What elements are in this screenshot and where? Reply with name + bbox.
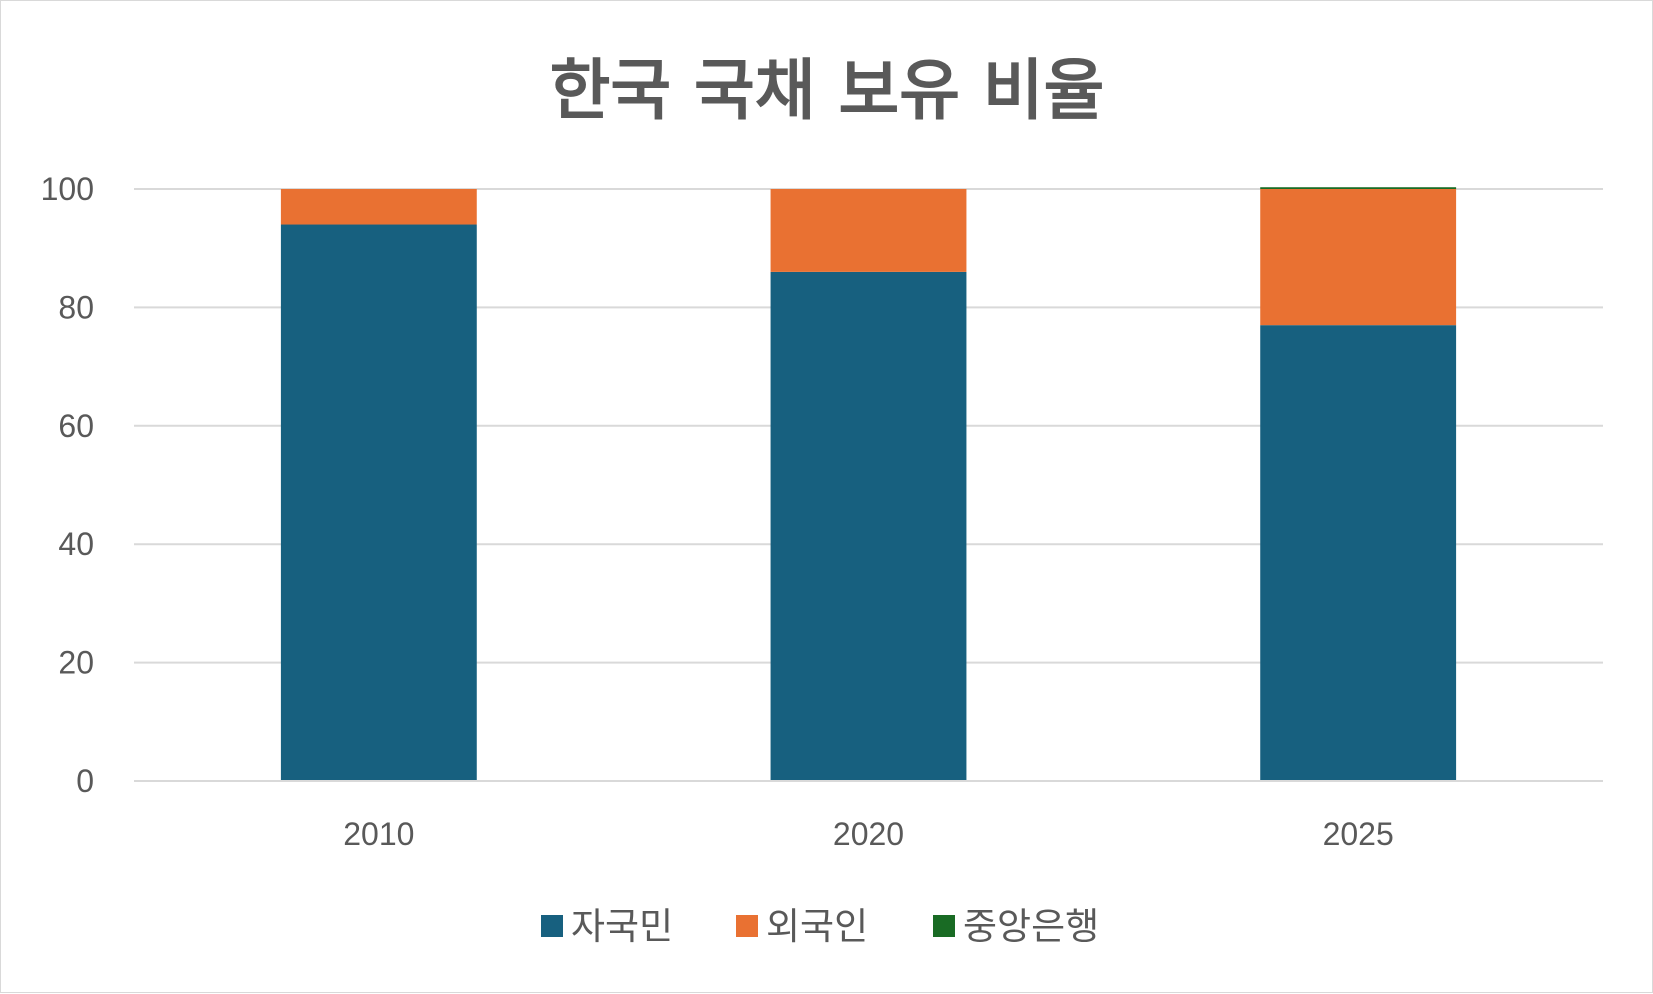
bar-segment xyxy=(280,189,477,225)
y-tick-label: 60 xyxy=(58,408,94,444)
legend-label: 중앙은행 xyxy=(963,905,1099,948)
y-tick-label: 80 xyxy=(58,289,94,325)
legend-swatch xyxy=(736,915,758,937)
legend-label: 자국민 xyxy=(571,905,673,948)
bar-segment xyxy=(1260,189,1457,326)
bar-segment xyxy=(280,224,477,781)
legend: 자국민 외국인 중앙은행 xyxy=(541,905,1099,948)
legend-swatch xyxy=(541,915,563,937)
bar-segment xyxy=(770,271,967,781)
bar-segment xyxy=(770,189,967,272)
bar-segment xyxy=(1260,325,1457,781)
legend-label: 외국인 xyxy=(766,905,868,948)
x-tick-label: 2010 xyxy=(343,816,414,852)
y-tick-label: 20 xyxy=(58,645,94,681)
x-tick-label: 2020 xyxy=(833,816,904,852)
y-tick-label: 40 xyxy=(58,526,94,562)
x-axis-tick-labels: 2010 2020 2025 xyxy=(343,816,1394,852)
legend-swatch xyxy=(933,915,955,937)
bars xyxy=(280,187,1457,781)
x-tick-label: 2025 xyxy=(1323,816,1394,852)
chart-title: 한국 국채 보유 비율 xyxy=(550,52,1105,129)
y-axis-tick-labels: 0 20 40 60 80 100 xyxy=(41,171,94,799)
y-tick-label: 0 xyxy=(76,763,94,799)
y-tick-label: 100 xyxy=(41,171,94,207)
bar-segment xyxy=(1260,187,1457,189)
